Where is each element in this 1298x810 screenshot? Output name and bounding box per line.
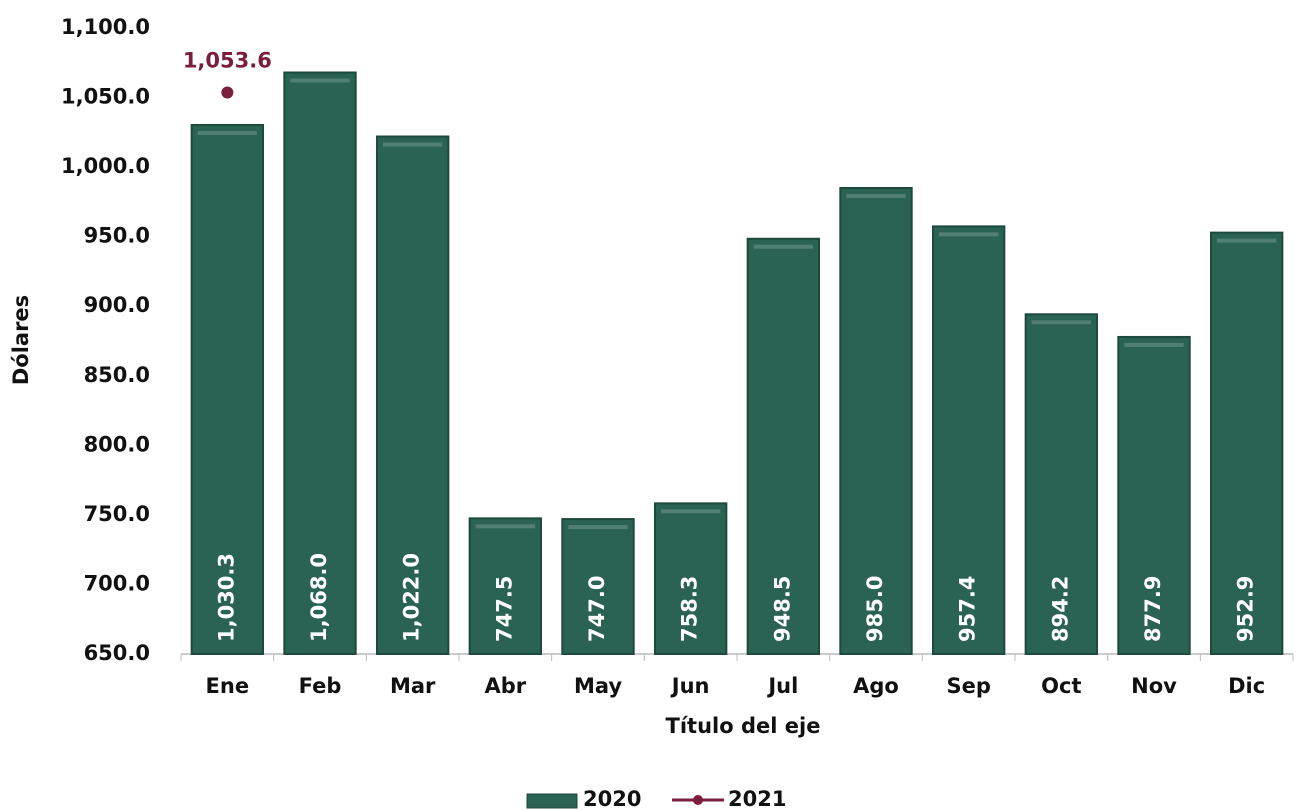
bar (746, 237, 821, 655)
legend-label: 2020 (583, 787, 641, 810)
bar-bevel (1124, 342, 1184, 347)
point-value-label: 1,053.6 (183, 49, 272, 73)
y-tick-label: 750.0 (84, 502, 150, 526)
bar-value-label: 1,068.0 (307, 553, 331, 642)
bar-bevel (660, 509, 721, 514)
legend-swatch (526, 793, 578, 809)
y-tick-label: 700.0 (84, 571, 150, 595)
bar (839, 186, 913, 655)
bar-bevel (1031, 320, 1092, 325)
bar-value-label: 747.0 (585, 576, 609, 642)
bar (1117, 335, 1191, 655)
bar-bevel (568, 525, 628, 530)
legend-label: 2021 (728, 787, 786, 810)
x-tick-label: Nov (1131, 674, 1177, 698)
bar-value-label: 877.9 (1141, 576, 1165, 642)
y-tick-label: 1,000.0 (61, 154, 150, 178)
y-tick-label: 850.0 (84, 363, 150, 387)
bar-value-label: 758.3 (678, 576, 702, 642)
bar-value-label: 957.4 (956, 576, 980, 642)
x-tick-label: Abr (485, 674, 527, 698)
bar (1024, 313, 1099, 655)
y-axis-title: Dólares (9, 295, 33, 385)
x-axis-title: Título del eje (666, 714, 821, 738)
bar (190, 123, 265, 655)
bar-bevel (1216, 238, 1277, 243)
bar (561, 518, 635, 655)
y-tick-label: 1,050.0 (61, 85, 150, 109)
x-tick-label: Sep (946, 674, 990, 698)
bar-bevel (938, 232, 999, 237)
legend-swatch-point (693, 795, 703, 805)
line-point (221, 86, 234, 99)
y-tick-label: 650.0 (84, 641, 150, 665)
x-tick-label: Dic (1228, 674, 1265, 698)
bar-bevel (846, 193, 906, 198)
bar (931, 225, 1006, 656)
bar (468, 517, 543, 655)
x-tick-label: Oct (1041, 674, 1081, 698)
bar (375, 135, 450, 656)
bar-value-label: 894.2 (1048, 576, 1072, 642)
y-tick-label: 900.0 (84, 293, 150, 317)
bar-bevel (475, 524, 536, 529)
bar-bevel (382, 142, 443, 147)
x-tick-label: May (574, 674, 622, 698)
x-tick-label: Ago (853, 674, 899, 698)
bar (1209, 231, 1284, 655)
x-tick-label: Jun (670, 674, 710, 698)
bar-bevel (197, 130, 258, 135)
x-tick-label: Ene (206, 674, 250, 698)
bar-bevel (290, 78, 350, 83)
x-tick-label: Mar (390, 674, 436, 698)
bar-value-label: 747.5 (492, 576, 516, 642)
y-tick-label: 950.0 (84, 224, 150, 248)
y-tick-label: 1,100.0 (61, 15, 150, 39)
bar-value-label: 948.5 (770, 576, 794, 642)
x-tick-label: Feb (299, 674, 342, 698)
y-tick-label: 800.0 (84, 432, 150, 456)
x-tick-label: Jul (766, 674, 798, 698)
bar-bevel (753, 244, 814, 249)
bar-value-label: 985.0 (863, 576, 887, 642)
bar-value-label: 1,022.0 (400, 553, 424, 642)
bar-value-label: 1,030.3 (214, 553, 238, 642)
bar (653, 502, 728, 655)
bar-value-label: 952.9 (1234, 576, 1258, 642)
bar (283, 71, 357, 655)
